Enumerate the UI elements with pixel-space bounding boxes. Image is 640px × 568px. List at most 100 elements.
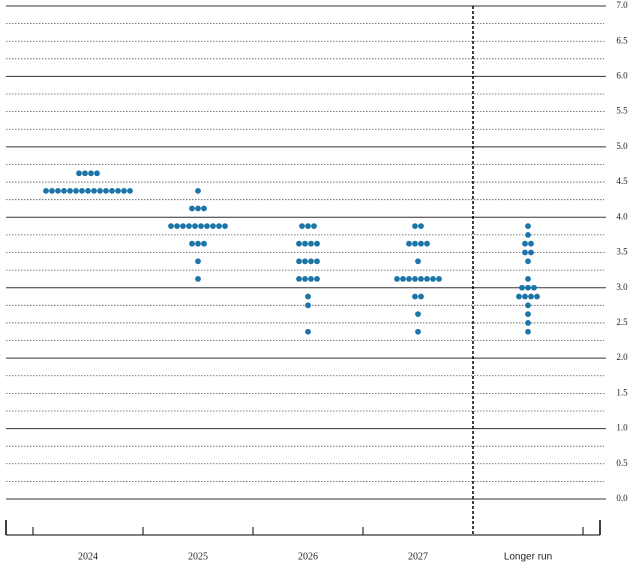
dot xyxy=(79,187,85,194)
dot xyxy=(296,258,302,265)
dot xyxy=(109,187,115,194)
x-tick-label: 2027 xyxy=(408,551,428,562)
dot xyxy=(525,320,531,326)
dot xyxy=(67,187,73,194)
dot xyxy=(525,258,531,265)
dot xyxy=(91,187,97,194)
y-tick-label: 3.0 xyxy=(616,282,628,292)
dot xyxy=(314,276,320,282)
dot xyxy=(525,302,531,309)
dot xyxy=(97,187,103,194)
dot xyxy=(415,311,421,318)
dot xyxy=(412,293,418,300)
dot xyxy=(412,276,418,282)
dot xyxy=(302,240,308,247)
dot xyxy=(121,187,127,194)
x-tick-label: 2024 xyxy=(78,551,98,562)
dot xyxy=(222,223,228,229)
dot xyxy=(528,293,534,300)
dot xyxy=(127,187,133,194)
dot xyxy=(418,240,424,247)
y-tick-label: 2.0 xyxy=(616,352,628,362)
dot xyxy=(82,170,88,177)
dot xyxy=(55,187,61,194)
y-tick-label: 0.0 xyxy=(616,493,628,503)
dot xyxy=(61,187,67,194)
dot xyxy=(302,276,308,282)
dot xyxy=(525,231,531,238)
dot xyxy=(195,240,201,247)
y-tick-label: 5.0 xyxy=(616,141,628,151)
dot xyxy=(296,240,302,247)
dot xyxy=(528,240,534,247)
dot xyxy=(198,223,204,229)
y-tick-label: 4.5 xyxy=(616,176,628,186)
dot xyxy=(302,258,308,265)
dot xyxy=(85,187,91,194)
dot xyxy=(418,293,424,300)
dot xyxy=(394,276,400,282)
dot xyxy=(424,240,430,247)
dot xyxy=(415,258,421,265)
dot xyxy=(308,240,314,247)
dot xyxy=(516,293,522,300)
dot xyxy=(204,223,210,229)
dot xyxy=(180,223,186,229)
dot xyxy=(210,223,216,229)
dot xyxy=(430,276,436,282)
dot xyxy=(168,223,174,229)
dot xyxy=(103,187,109,194)
dot xyxy=(76,170,82,177)
dot xyxy=(305,328,311,335)
dot xyxy=(94,170,100,177)
dot xyxy=(195,187,201,194)
y-tick-label: 1.5 xyxy=(616,387,628,397)
dot xyxy=(314,240,320,247)
dot xyxy=(195,258,201,265)
dot xyxy=(115,187,121,194)
dot xyxy=(201,240,207,247)
dot xyxy=(305,223,311,229)
x-tick-label: 2026 xyxy=(298,551,318,562)
dot xyxy=(424,276,430,282)
dot xyxy=(406,276,412,282)
y-tick-label: 0.5 xyxy=(616,458,628,468)
dot xyxy=(174,223,180,229)
dot xyxy=(299,223,305,229)
dot xyxy=(201,205,207,212)
dot xyxy=(195,205,201,212)
dot xyxy=(412,223,418,229)
dot xyxy=(525,284,531,291)
dot xyxy=(415,328,421,335)
dot xyxy=(418,223,424,229)
dot xyxy=(186,223,192,229)
dot xyxy=(531,284,537,291)
y-tick-label: 6.5 xyxy=(616,35,628,45)
dot xyxy=(305,302,311,309)
y-tick-label: 6.0 xyxy=(616,70,628,80)
dot xyxy=(296,276,302,282)
dot xyxy=(308,276,314,282)
dot xyxy=(534,293,540,300)
dot xyxy=(436,276,442,282)
dot xyxy=(216,223,222,229)
y-tick-label: 5.5 xyxy=(616,106,628,116)
dot xyxy=(522,240,528,247)
dot xyxy=(522,293,528,300)
dot xyxy=(192,223,198,229)
dot xyxy=(305,293,311,300)
dot xyxy=(525,276,531,282)
dot xyxy=(412,240,418,247)
dot xyxy=(522,249,528,256)
x-tick-label: Longer run xyxy=(504,552,552,563)
dot xyxy=(400,276,406,282)
y-tick-label: 3.5 xyxy=(616,247,628,257)
dot xyxy=(525,223,531,229)
dot xyxy=(525,328,531,335)
dot xyxy=(43,187,49,194)
dot xyxy=(195,276,201,282)
y-tick-label: 2.5 xyxy=(616,317,628,327)
dot xyxy=(519,284,525,291)
dot xyxy=(406,240,412,247)
